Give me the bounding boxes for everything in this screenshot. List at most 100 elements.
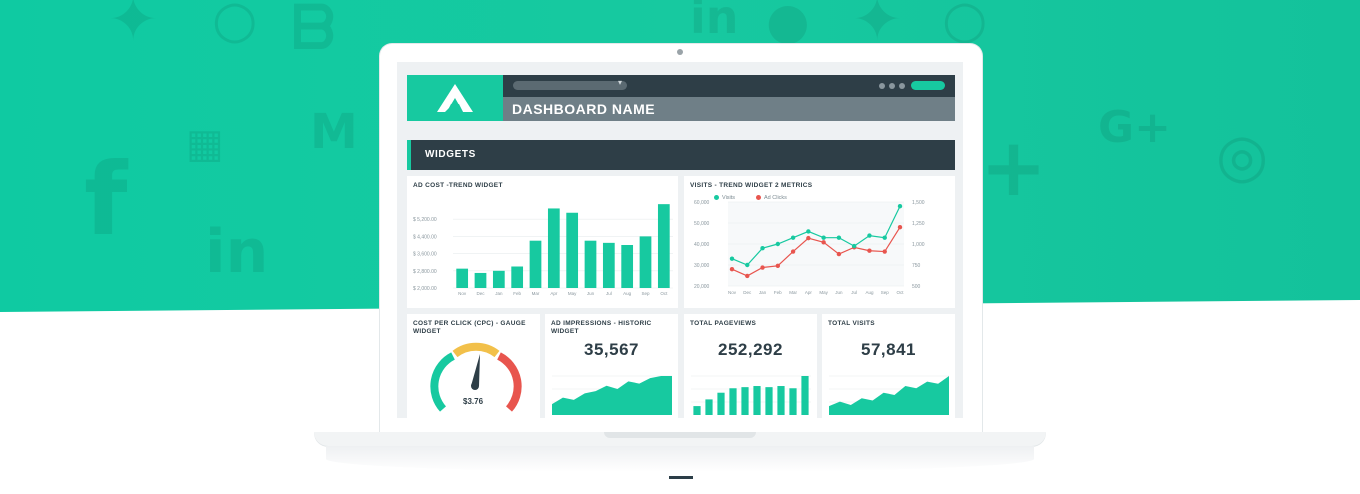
total-visits-sparkline <box>829 375 949 415</box>
menu-dot-icon[interactable] <box>899 83 905 89</box>
camera-dot <box>677 49 683 55</box>
y-tick-label-right: 1,000 <box>912 242 925 248</box>
laptop-notch <box>604 432 756 438</box>
total-pageviews-widget[interactable]: TOTAL PAGEVIEWS 252,292 <box>684 314 817 418</box>
x-tick-label: Jul <box>851 290 857 295</box>
bar <box>639 236 652 288</box>
x-tick-label: Nov <box>728 290 737 295</box>
logo-icon <box>437 84 473 112</box>
gauge-hub <box>471 382 479 390</box>
dashboard-screen: ▾ DASHBOARD NAME WIDGETS AD COST -TREND … <box>397 62 963 418</box>
pageviews-bar <box>693 406 701 415</box>
x-tick-label: Nov <box>458 291 467 296</box>
bar <box>547 208 560 288</box>
header-toolbar: ▾ <box>503 75 955 97</box>
x-tick-label: May <box>568 291 577 296</box>
gauge-needle <box>471 354 480 386</box>
bar <box>584 240 597 288</box>
ad-clicks-point <box>836 251 842 257</box>
widget-title: VISITS - TREND WIDGET 2 METRICS <box>690 182 813 189</box>
instagram-icon: ◎ <box>1216 121 1269 191</box>
pageviews-bar <box>705 399 713 415</box>
x-tick-label: Dec <box>476 291 485 296</box>
impressions-value: 35,567 <box>584 340 639 359</box>
x-tick-label: Dec <box>743 290 752 295</box>
grid-icon: ▦ <box>186 121 224 167</box>
x-tick-label: May <box>819 290 828 295</box>
impressions-sparkline <box>552 375 672 415</box>
widget-title: TOTAL PAGEVIEWS <box>690 320 757 327</box>
pageviews-bar <box>777 386 785 415</box>
ad-cost-widget[interactable]: AD COST -TREND WIDGET $ 2,000.00 $ 2,800.… <box>407 176 678 308</box>
x-tick-label: Aug <box>623 291 632 296</box>
cpc-gauge-widget[interactable]: COST PER CLICK (CPC) - GAUGE WIDGET $3.76 <box>407 314 540 418</box>
visits-point <box>897 204 903 209</box>
visits-point <box>882 235 887 240</box>
bar <box>657 204 670 288</box>
visits-point <box>851 243 857 249</box>
header-action-button[interactable] <box>911 81 945 90</box>
legend-visits: Visits <box>714 195 735 201</box>
x-tick-label: Jul <box>606 291 612 296</box>
visits-point <box>729 256 735 261</box>
bing-icon: ᗷ <box>292 0 336 63</box>
laptop: ▾ DASHBOARD NAME WIDGETS AD COST -TREND … <box>380 44 982 432</box>
visits-line <box>731 205 901 266</box>
x-tick-label: Apr <box>805 290 813 295</box>
x-tick-label: Oct <box>660 291 668 296</box>
gauge-segment-green <box>430 352 455 412</box>
ad-clicks-line <box>731 226 901 277</box>
apple-icon: ● <box>766 0 810 50</box>
pageviews-bars <box>691 375 811 415</box>
x-tick-label: Mar <box>789 290 797 295</box>
bar <box>456 268 469 288</box>
facebook-icon: f <box>84 141 128 258</box>
ad-clicks-point <box>867 248 872 253</box>
visits-point <box>775 241 781 247</box>
ad-clicks-point <box>897 225 903 230</box>
logo[interactable] <box>407 75 503 121</box>
y-tick-label-right: 1,500 <box>912 200 925 206</box>
y-tick-label: $ 2,000.00 <box>413 286 437 292</box>
widget-title: AD IMPRESSIONS - HISTORIC WIDGET <box>551 320 652 335</box>
ad-clicks-point <box>821 240 826 245</box>
widgets-section-bar: WIDGETS <box>407 140 955 170</box>
visits-point <box>806 229 811 234</box>
visits-trend-widget[interactable]: VISITS - TREND WIDGET 2 METRICS Visits A… <box>684 176 955 308</box>
twitter-icon: ✦ <box>108 0 159 55</box>
menu-dot-icon[interactable] <box>879 83 885 89</box>
y-tick-label-right: 750 <box>912 263 921 269</box>
dashboard-name-bar: DASHBOARD NAME <box>503 97 955 121</box>
total-visits-widget[interactable]: TOTAL VISITS 57,841 <box>822 314 955 418</box>
gauge-segment-yellow <box>452 342 500 358</box>
x-tick-label: Mar <box>532 291 540 296</box>
ad-clicks-point <box>806 235 811 241</box>
linkedin-icon: in <box>690 0 739 44</box>
bar <box>492 270 505 288</box>
bar <box>511 266 524 288</box>
dashboard-selector[interactable]: ▾ <box>513 78 627 90</box>
ad-clicks-point <box>745 273 750 279</box>
y-tick-label-left: 20,000 <box>694 284 710 290</box>
visits-chart: 20,000 30,000 40,000 50,000 60,000 500 750 1,00… <box>694 200 925 295</box>
y-tick-label: $ 5,200.00 <box>413 217 437 223</box>
bar <box>602 242 615 288</box>
pageviews-bar <box>753 386 761 415</box>
visits-point <box>867 233 872 238</box>
x-tick-label: Sep <box>881 290 890 295</box>
gauge-chart <box>430 342 522 412</box>
x-tick-label: Sep <box>641 291 650 296</box>
bar <box>566 212 579 288</box>
menu-dot-icon[interactable] <box>889 83 895 89</box>
y-tick-label-right: 1,250 <box>912 221 925 227</box>
scroll-hint[interactable] <box>669 476 693 479</box>
total-visits-value: 57,841 <box>861 340 916 359</box>
widget-title: COST PER CLICK (CPC) - GAUGE WIDGET <box>413 320 526 335</box>
dashboard-name: DASHBOARD NAME <box>512 101 656 117</box>
x-tick-label: Aug <box>865 290 874 295</box>
visits-point <box>821 235 826 240</box>
ad-impressions-widget[interactable]: AD IMPRESSIONS - HISTORIC WIDGET 35,567 <box>545 314 678 418</box>
x-tick-label: Feb <box>774 290 782 295</box>
bar <box>474 272 487 288</box>
impressions-area <box>552 376 672 415</box>
